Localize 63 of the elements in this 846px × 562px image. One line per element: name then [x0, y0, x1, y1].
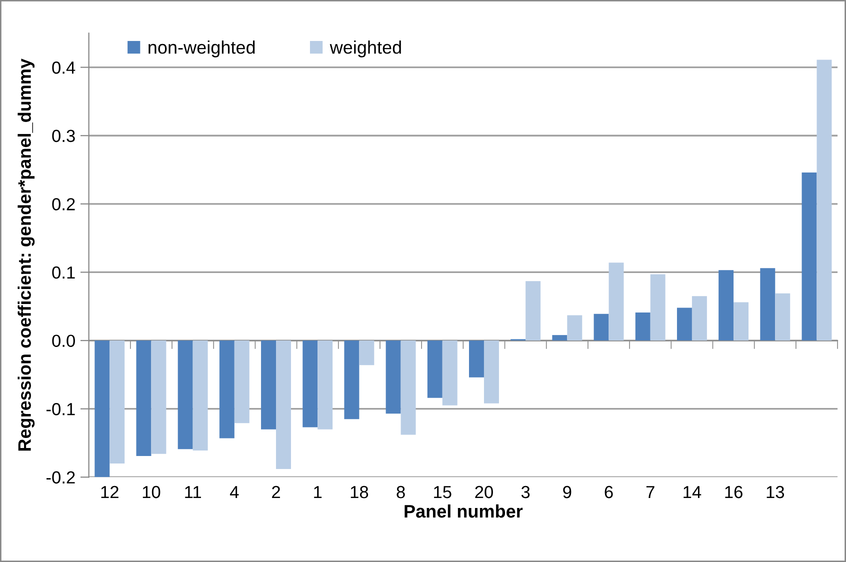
bar — [484, 340, 499, 404]
bar — [816, 60, 832, 341]
y-tick-label: 0.2 — [52, 198, 75, 210]
bar — [760, 268, 776, 341]
x-tick-label: 11 — [185, 486, 201, 498]
x-tick-label: 12 — [101, 486, 118, 498]
legend-label: non-weighted — [148, 40, 255, 58]
bar — [442, 340, 458, 406]
bar — [192, 340, 208, 450]
bar — [400, 340, 416, 435]
x-tick-label: 10 — [142, 486, 160, 498]
x-axis-title: Panel number — [404, 504, 523, 518]
bar — [567, 315, 582, 341]
bar — [261, 340, 276, 430]
x-tick-label: 7 — [646, 486, 654, 498]
y-tick-label: -0.1 — [46, 403, 75, 416]
y-tick-label: 0.1 — [52, 266, 75, 279]
bar — [302, 340, 318, 428]
x-tick-label: 3 — [521, 486, 530, 498]
bar — [178, 340, 193, 450]
bar — [136, 340, 152, 456]
bar — [469, 340, 484, 378]
bar — [94, 340, 110, 478]
x-tick-label: 1 — [314, 486, 322, 498]
bar — [734, 302, 749, 341]
bar — [276, 340, 291, 469]
bar — [344, 340, 360, 420]
bar — [608, 262, 624, 341]
legend-label: weighted — [330, 40, 401, 58]
y-tick-label: 0.4 — [52, 61, 76, 74]
x-tick-label: 9 — [563, 486, 572, 498]
bar — [635, 312, 650, 341]
y-tick-label: -0.2 — [46, 471, 75, 484]
bar — [676, 308, 692, 341]
bar — [802, 172, 817, 341]
x-tick-label: 14 — [684, 486, 702, 498]
bar — [718, 270, 734, 341]
bar — [234, 340, 250, 424]
bar — [427, 340, 442, 398]
bar — [386, 340, 401, 414]
y-tick-label: 0.0 — [52, 334, 75, 347]
x-tick-label: 8 — [396, 486, 405, 498]
bar — [692, 296, 707, 341]
bar — [219, 340, 234, 438]
bar — [526, 281, 541, 341]
x-tick-label: 20 — [475, 486, 493, 498]
x-tick-label: 4 — [230, 486, 239, 498]
x-tick-label: 15 — [434, 486, 452, 498]
y-axis-title: Regression coefficient: gender*panel_dummy — [18, 58, 35, 451]
bar — [650, 274, 666, 341]
bar — [318, 340, 333, 430]
x-tick-label: 16 — [725, 486, 742, 498]
x-tick-label: 18 — [350, 486, 368, 498]
bar — [552, 335, 568, 341]
x-tick-label: 13 — [766, 486, 784, 498]
bar — [594, 314, 609, 341]
bar — [359, 340, 374, 366]
bar — [151, 340, 166, 454]
x-tick-label: 2 — [272, 486, 280, 498]
bar — [110, 340, 125, 464]
x-tick-label: 6 — [604, 486, 613, 498]
bar — [775, 293, 790, 341]
y-tick-label: 0.3 — [52, 130, 75, 142]
